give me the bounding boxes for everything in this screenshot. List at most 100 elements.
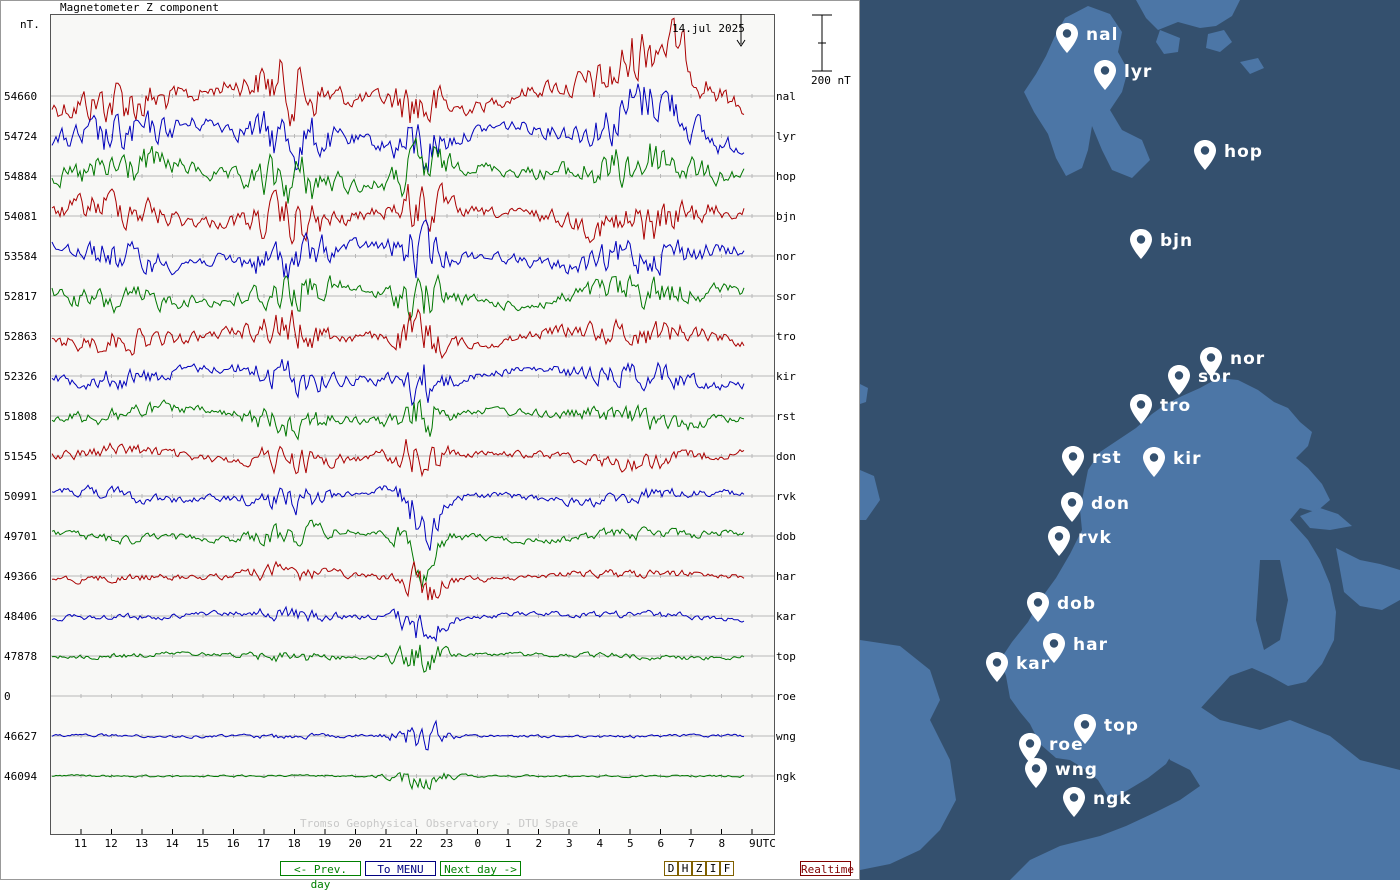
- baseline-value-top: 47878: [4, 650, 37, 663]
- station-label-don: don: [776, 450, 796, 463]
- map-pin-icon[interactable]: [1167, 364, 1191, 396]
- watermark: Tromso Geophysical Observatory - DTU Spa…: [300, 817, 578, 830]
- trace-bjn: [51, 181, 745, 245]
- baseline-value-hop: 54884: [4, 170, 37, 183]
- hour-label: 0: [475, 837, 482, 850]
- map-pin-icon[interactable]: [1062, 786, 1086, 818]
- baseline-value-tro: 52863: [4, 330, 37, 343]
- map-pin-icon[interactable]: [1018, 732, 1042, 764]
- station-label-rvk: rvk: [776, 490, 796, 503]
- traces: [51, 17, 745, 791]
- hour-label: 6: [658, 837, 665, 850]
- hour-label: 1: [505, 837, 512, 850]
- map-label-kir[interactable]: kir: [1173, 449, 1202, 469]
- hour-label: 7: [688, 837, 695, 850]
- hour-label: 23: [440, 837, 453, 850]
- map-label-bjn[interactable]: bjn: [1160, 231, 1194, 251]
- hour-label: 16: [227, 837, 240, 850]
- station-label-dob: dob: [776, 530, 796, 543]
- map-label-hop[interactable]: hop: [1224, 142, 1263, 162]
- hour-label: 15: [196, 837, 209, 850]
- station-label-bjn: bjn: [776, 210, 796, 223]
- map-label-nor[interactable]: nor: [1230, 349, 1266, 369]
- menu-button[interactable]: To MENU: [365, 861, 436, 876]
- map-label-sor[interactable]: sor: [1198, 367, 1232, 387]
- station-label-tro: tro: [776, 330, 796, 343]
- trace-ngk: [51, 771, 745, 791]
- component-d-button[interactable]: D: [664, 861, 678, 876]
- component-h-button[interactable]: H: [678, 861, 692, 876]
- station-label-har: har: [776, 570, 796, 583]
- map-pin-icon[interactable]: [1047, 525, 1071, 557]
- map-pin-icon[interactable]: [1142, 446, 1166, 478]
- map-label-wng[interactable]: wng: [1055, 760, 1098, 780]
- map-pin-icon[interactable]: [1073, 713, 1097, 745]
- trace-rst: [51, 398, 745, 441]
- hour-label: 13: [135, 837, 148, 850]
- trace-tro: [51, 308, 745, 360]
- realtime-button[interactable]: Realtime: [800, 861, 854, 876]
- unit-label: nT.: [20, 18, 40, 31]
- map-label-ngk[interactable]: ngk: [1093, 789, 1132, 809]
- station-map: nal lyr hop bjn nor sor tro rst kir don rvk dob har k…: [860, 0, 1400, 880]
- map-pin-icon[interactable]: [1042, 632, 1066, 664]
- map-label-kar[interactable]: kar: [1016, 654, 1051, 674]
- hour-label: 14: [166, 837, 180, 850]
- map-label-rst[interactable]: rst: [1092, 448, 1122, 468]
- station-label-ngk: ngk: [776, 770, 796, 783]
- trace-hop: [51, 137, 745, 204]
- next-day-button[interactable]: Next day ->: [440, 861, 521, 876]
- map-pin-icon[interactable]: [1060, 491, 1084, 523]
- map-label-dob[interactable]: dob: [1057, 594, 1097, 614]
- map-label-roe[interactable]: roe: [1049, 735, 1084, 755]
- hour-label: 3: [566, 837, 573, 850]
- map-pin-icon[interactable]: [1129, 228, 1153, 260]
- map-pin-icon[interactable]: [1093, 59, 1117, 91]
- map-pin-icon[interactable]: [1199, 346, 1223, 378]
- component-i-button[interactable]: I: [706, 861, 720, 876]
- baseline-value-rvk: 50991: [4, 490, 37, 503]
- hour-label: 17: [257, 837, 270, 850]
- map-pin-icon[interactable]: [1055, 22, 1079, 54]
- map-pin-icon[interactable]: [1061, 445, 1085, 477]
- trace-har: [51, 560, 745, 601]
- baseline-value-ngk: 46094: [4, 770, 37, 783]
- trace-rvk: [51, 484, 745, 551]
- map-label-nal[interactable]: nal: [1086, 25, 1119, 45]
- map-label-don[interactable]: don: [1091, 494, 1130, 514]
- component-f-button[interactable]: F: [720, 861, 734, 876]
- hour-label: 19: [318, 837, 331, 850]
- trace-top: [51, 644, 745, 673]
- trace-don: [51, 439, 745, 478]
- trace-kir: [51, 359, 745, 407]
- station-label-wng: wng: [776, 730, 796, 743]
- scale-label: 200 nT: [811, 74, 851, 87]
- map-pin-icon[interactable]: [985, 651, 1009, 683]
- map-label-har[interactable]: har: [1073, 635, 1108, 655]
- map-label-tro[interactable]: tro: [1160, 396, 1192, 416]
- hour-label: 8: [719, 837, 726, 850]
- station-label-kar: kar: [776, 610, 796, 623]
- map-pin-icon[interactable]: [1024, 757, 1048, 789]
- map-pin-icon[interactable]: [1129, 393, 1153, 425]
- map-pin-icon[interactable]: [1193, 139, 1217, 171]
- map-pin-icon[interactable]: [1026, 591, 1050, 623]
- trace-wng: [51, 719, 745, 751]
- prev-day-button[interactable]: <- Prev. day: [280, 861, 361, 891]
- map-label-top[interactable]: top: [1104, 716, 1139, 736]
- baseline-value-kar: 48406: [4, 610, 37, 623]
- map-land: [860, 0, 1400, 880]
- baseline-value-sor: 52817: [4, 290, 37, 303]
- map-label-lyr[interactable]: lyr: [1124, 62, 1153, 82]
- trace-sor: [51, 273, 745, 322]
- baseline-value-lyr: 54724: [4, 130, 37, 143]
- station-label-lyr: lyr: [776, 130, 796, 143]
- plot-title: Magnetometer Z component: [60, 1, 219, 14]
- map-label-rvk[interactable]: rvk: [1078, 528, 1112, 548]
- hour-label: 4: [597, 837, 604, 850]
- hour-label: 21: [379, 837, 392, 850]
- plot-area: [50, 14, 775, 835]
- component-z-button[interactable]: Z: [692, 861, 706, 876]
